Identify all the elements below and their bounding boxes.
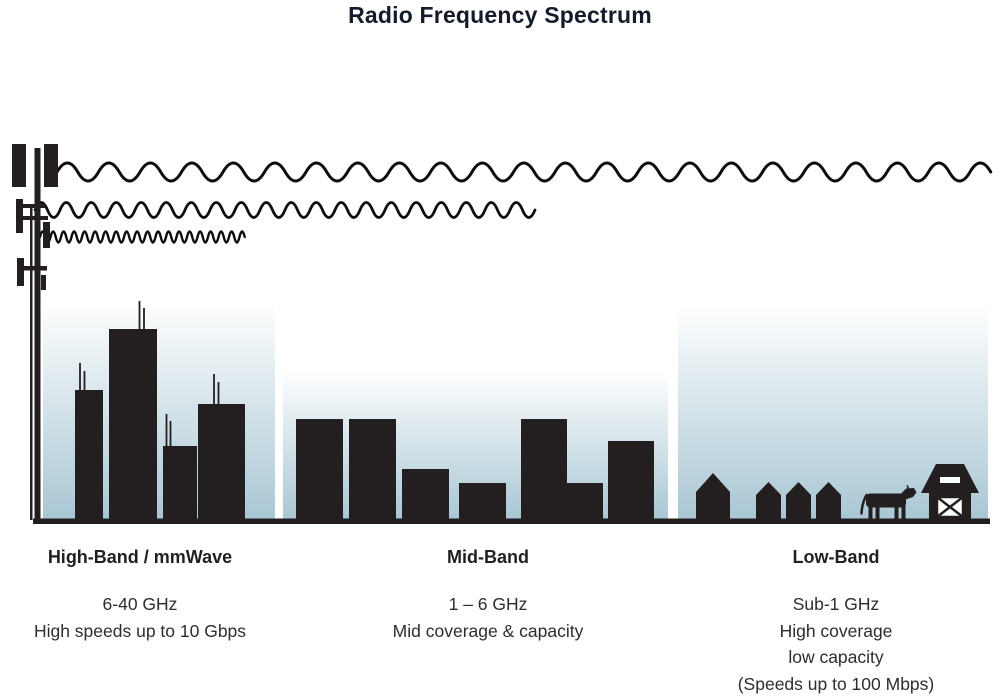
- barn-door: [935, 495, 965, 519]
- building: [402, 469, 449, 519]
- building: [198, 404, 245, 519]
- band-label-low: Low-Band Sub-1 GHz High coverage low cap…: [686, 547, 986, 697]
- building: [567, 483, 603, 519]
- building: [459, 483, 506, 519]
- city-skyline-icon: [75, 301, 245, 519]
- midrise-buildings-icon: [296, 419, 654, 519]
- band-spec-line: 1 – 6 GHz: [448, 594, 528, 614]
- mid-frequency-wave: [33, 201, 537, 219]
- building: [349, 419, 396, 519]
- building: [521, 419, 567, 519]
- band-title: Low-Band: [792, 547, 880, 567]
- house-icon: [816, 482, 841, 519]
- cell-tower-icon: [12, 144, 58, 520]
- band-spec-line: Sub-1 GHz: [792, 594, 880, 614]
- building: [163, 446, 197, 519]
- spectrum-scene: [12, 144, 993, 524]
- houses-icon: [696, 473, 841, 519]
- high-frequency-short-wave: [38, 230, 246, 244]
- radio-wave-icon: [33, 161, 993, 244]
- band-spec-line: 6-40 GHz: [102, 594, 178, 614]
- building: [608, 441, 654, 519]
- band-spec-line: low capacity: [788, 647, 884, 667]
- low-frequency-long-wave: [55, 161, 993, 183]
- building: [75, 390, 103, 519]
- band-spec-line: High speeds up to 10 Gbps: [33, 620, 247, 641]
- band-title: High-Band / mmWave: [47, 547, 233, 567]
- house-icon: [696, 473, 730, 519]
- band-spec-line: High coverage: [779, 620, 893, 641]
- band-title: Mid-Band: [447, 547, 529, 567]
- cow-icon: [860, 485, 917, 519]
- ground-line: [33, 518, 990, 524]
- page-title: Radio Frequency Spectrum: [348, 2, 652, 28]
- band-spec-line: (Speeds up to 100 Mbps): [737, 673, 935, 694]
- building: [109, 329, 157, 519]
- band-label-high: High-Band / mmWave 6-40 GHz High speeds …: [0, 547, 290, 644]
- building: [296, 419, 343, 519]
- roof-antennas: [79, 301, 220, 447]
- house-icon: [756, 482, 781, 519]
- barn-icon: [921, 464, 979, 519]
- band-spec-line: Mid coverage & capacity: [392, 620, 584, 641]
- house-icon: [786, 482, 811, 519]
- band-label-mid: Mid-Band 1 – 6 GHz Mid coverage & capaci…: [338, 547, 638, 644]
